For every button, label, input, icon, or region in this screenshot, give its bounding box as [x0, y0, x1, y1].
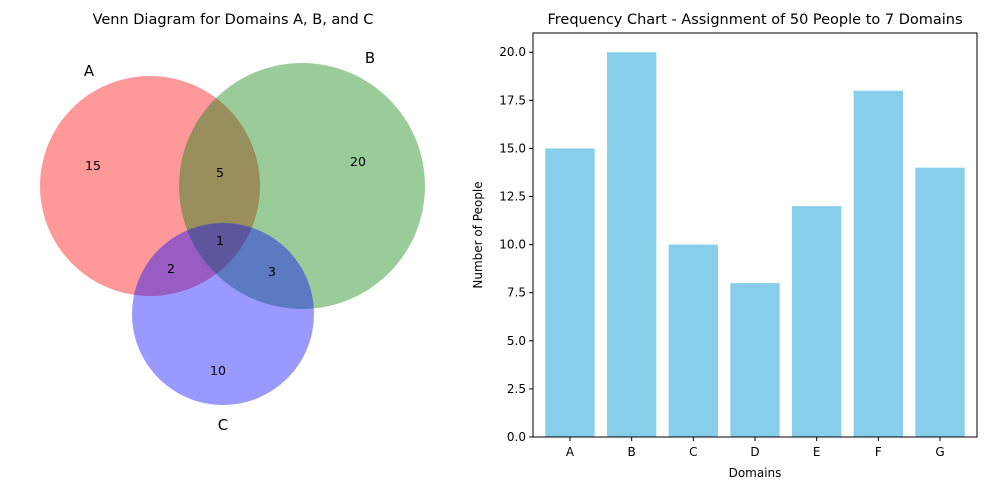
- y-tick-label: 12.5: [499, 190, 526, 204]
- bar-chart: Frequency Chart - Assignment of 50 Peopl…: [471, 12, 978, 480]
- venn-circle-c: [132, 223, 314, 405]
- x-tick-label: E: [813, 445, 821, 459]
- y-tick-label: 15.0: [499, 141, 526, 155]
- venn-circle-a: [40, 76, 260, 296]
- venn-region-abc-count: 1: [216, 233, 224, 248]
- venn-region-ac-count: 2: [167, 261, 175, 276]
- y-tick-label: 7.5: [507, 286, 526, 300]
- x-tick-label: B: [628, 445, 636, 459]
- venn-region-c-count: 10: [210, 363, 226, 378]
- y-tick-label: 20.0: [499, 45, 526, 59]
- venn-set-label-b: B: [365, 49, 375, 67]
- venn-circle-b: [179, 63, 425, 309]
- x-tick-label: G: [935, 445, 944, 459]
- x-tick-label: A: [566, 445, 575, 459]
- x-axis-label: Domains: [729, 466, 782, 480]
- venn-region-bc-count: 3: [268, 264, 276, 279]
- venn-title: Venn Diagram for Domains A, B, and C: [93, 12, 374, 28]
- bar-chart-title: Frequency Chart - Assignment of 50 Peopl…: [547, 12, 962, 28]
- x-tick-label: D: [750, 445, 759, 459]
- y-axis-ticks: 0.0 2.5 5.0 7.5 10.0 12.5 15.0 17.5 20.0: [499, 45, 533, 444]
- x-tick-label: C: [689, 445, 697, 459]
- bar-d: [730, 283, 780, 437]
- venn-region-ab-count: 5: [216, 165, 224, 180]
- x-axis-ticks: A B C D E F G: [566, 437, 945, 459]
- y-axis-label: Number of People: [471, 181, 485, 288]
- y-tick-label: 0.0: [507, 430, 526, 444]
- bar-f: [853, 90, 903, 437]
- bar-marks: [545, 52, 965, 437]
- y-tick-label: 5.0: [507, 334, 526, 348]
- venn-set-label-c: C: [218, 416, 228, 434]
- venn-labels: A B C 15 20 10 5 2 3 1: [84, 49, 375, 434]
- bar-b: [607, 52, 657, 437]
- venn-diagram: Venn Diagram for Domains A, B, and C A B C…: [40, 12, 425, 434]
- bar-a: [545, 148, 595, 437]
- bar-c: [668, 244, 718, 437]
- venn-set-label-a: A: [84, 62, 95, 80]
- venn-region-a-count: 15: [85, 158, 101, 173]
- bar-g: [915, 167, 965, 437]
- venn-region-b-count: 20: [350, 154, 366, 169]
- x-tick-label: F: [875, 445, 882, 459]
- y-tick-label: 17.5: [499, 93, 526, 107]
- bar-e: [792, 206, 842, 437]
- y-tick-label: 10.0: [499, 238, 526, 252]
- venn-circles: [40, 63, 425, 405]
- y-tick-label: 2.5: [507, 382, 526, 396]
